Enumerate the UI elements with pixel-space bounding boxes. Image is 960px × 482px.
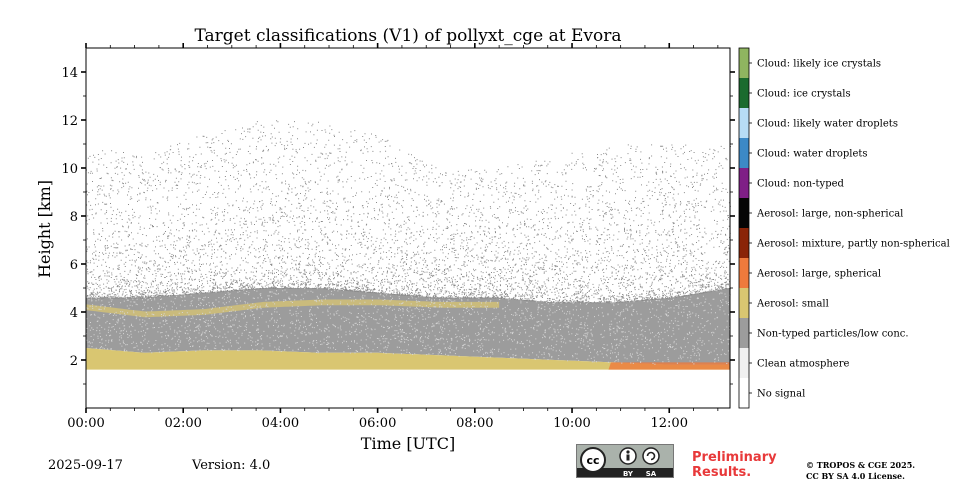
y-tick-label: 10: [61, 162, 78, 177]
x-tick-label: 00:00: [67, 416, 104, 431]
colorbar-swatch: [739, 228, 749, 259]
x-tick-label: 08:00: [456, 416, 493, 431]
colorbar-label: Cloud: likely ice crystals: [757, 59, 881, 70]
x-tick-label: 02:00: [164, 416, 201, 431]
y-tick-label: 4: [70, 306, 78, 321]
colorbar-swatch: [739, 378, 749, 409]
cc-license-icon: cc BY SA: [577, 447, 673, 478]
colorbar-swatch: [739, 168, 749, 199]
colorbar-swatch: [739, 288, 749, 319]
colorbar-label: Aerosol: mixture, partly non-spherical: [756, 239, 950, 250]
aerosol-spherical-patch: [86, 362, 730, 370]
x-axis: 00:00 02:00 04:00 06:00 08:00 10:00 12:00: [67, 43, 719, 431]
date-label: 2025-09-17: [48, 458, 123, 473]
x-axis-label: Time [UTC]: [361, 434, 455, 453]
x-tick-label: 10:00: [553, 416, 590, 431]
colorbar: Cloud: likely ice crystals Cloud: ice cry…: [738, 47, 950, 409]
colorbar-swatch: [739, 348, 749, 379]
colorbar-swatch: [739, 78, 749, 109]
colorbar-swatch: [739, 138, 749, 169]
preliminary-line-2: Results.: [692, 465, 752, 480]
colorbar-swatch: [739, 318, 749, 349]
copyright-line-2: CC BY SA 4.0 License.: [806, 471, 905, 481]
aerosol-small-layer: [86, 348, 730, 370]
colorbar-label: No signal: [757, 389, 805, 400]
colorbar-swatch: [739, 108, 749, 139]
chart-title: Target classifications (V1) of pollyxt_c…: [195, 26, 622, 46]
x-tick-label: 12:00: [651, 416, 688, 431]
x-tick-label: 04:00: [262, 416, 299, 431]
share-alike-icon: [642, 447, 660, 465]
svg-text:SA: SA: [646, 470, 657, 477]
y-tick-label: 8: [70, 210, 78, 225]
preliminary-line-1: Preliminary: [692, 450, 777, 465]
colorbar-swatch: [739, 198, 749, 229]
svg-text:cc: cc: [586, 454, 599, 467]
preliminary-notice: Preliminary Results.: [692, 450, 777, 480]
colorbar-label: Cloud: likely water droplets: [757, 119, 898, 130]
colorbar-label: Aerosol: large, spherical: [756, 269, 881, 280]
y-tick-label: 12: [61, 114, 78, 129]
y-axis-label: Height [km]: [35, 180, 54, 278]
y-tick-label: 14: [61, 66, 78, 81]
plot-area: [85, 47, 731, 409]
colorbar-swatch: [739, 258, 749, 289]
colorbar-label: Non-typed particles/low conc.: [757, 329, 909, 340]
upper-aerosol-band: [86, 299, 500, 318]
x-tick-label: 06:00: [359, 416, 396, 431]
plot-frame: [85, 47, 731, 409]
version-label: Version: 4.0: [192, 458, 271, 473]
y-tick-label: 2: [70, 354, 78, 369]
colorbar-label: Cloud: ice crystals: [757, 89, 851, 100]
y-axis: 2 4 6 8 10 12 14: [61, 66, 735, 385]
colorbar-label: Cloud: water droplets: [757, 149, 868, 160]
colorbar-frame: [738, 47, 750, 409]
colorbar-label: Aerosol: large, non-spherical: [756, 209, 903, 220]
colorbar-label: Cloud: non-typed: [757, 179, 845, 190]
colorbar-swatch: [739, 48, 749, 79]
y-tick-label: 6: [70, 258, 78, 273]
copyright-line-1: © TROPOS & CGE 2025.: [806, 460, 916, 470]
license-badge: cc BY SA: [576, 444, 674, 478]
svg-text:BY: BY: [623, 470, 634, 477]
colorbar-label: Aerosol: small: [756, 299, 829, 310]
copyright-notice: © TROPOS & CGE 2025. CC BY SA 4.0 Licens…: [806, 460, 915, 482]
colorbar-label: Clean atmosphere: [757, 359, 850, 370]
